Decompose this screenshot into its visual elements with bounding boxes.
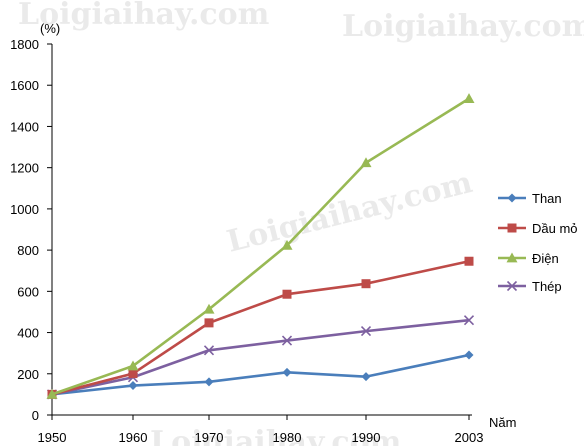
x-axis-ticks: 1950 1960 1970 1980 1990 2003 — [38, 415, 484, 445]
x-tick-label: 1960 — [119, 430, 148, 445]
legend-item: Thép — [498, 279, 562, 294]
series-line — [51, 353, 470, 396]
data-point — [361, 279, 371, 289]
series-line — [51, 259, 470, 396]
data-point — [128, 369, 138, 379]
watermark-text: Loigiaihay.com — [150, 425, 402, 446]
data-point — [46, 388, 58, 399]
data-point — [282, 289, 292, 299]
legend-label: Điện — [532, 251, 559, 266]
y-tick-label: 800 — [17, 243, 39, 258]
watermark-text: Loigiaihay.com — [342, 9, 584, 44]
watermark-text: Loigiaihay.com — [18, 0, 270, 32]
y-tick-label: 0 — [32, 408, 39, 423]
y-tick-label: 600 — [17, 284, 39, 299]
data-point — [464, 350, 474, 360]
data-point — [281, 335, 293, 346]
data-point-stroke — [203, 345, 215, 356]
data-point — [463, 93, 475, 104]
legend: Than Dầu mỏ Điện Thép — [498, 191, 578, 294]
data-point — [464, 256, 474, 266]
series-layer — [46, 93, 475, 400]
x-tick-label: 1990 — [352, 430, 381, 445]
watermark-layer: Loigiaihay.com Loigiaihay.com Loigiaihay… — [18, 0, 584, 446]
data-point — [281, 239, 293, 250]
y-tick-label: 200 — [17, 367, 39, 382]
series-1 — [47, 256, 474, 399]
data-point — [360, 326, 372, 337]
y-tick-label: 1400 — [10, 119, 39, 134]
data-point — [127, 360, 139, 371]
x-tick-label: 1980 — [273, 430, 302, 445]
data-point — [507, 223, 517, 233]
data-point — [204, 377, 214, 387]
x-axis-label: Năm — [489, 415, 516, 430]
data-point — [463, 315, 475, 326]
series-3 — [46, 315, 475, 400]
data-point — [203, 303, 215, 314]
series-2 — [46, 93, 475, 399]
data-point — [361, 372, 371, 382]
legend-item: Điện — [498, 251, 559, 266]
data-point — [203, 345, 215, 356]
data-point-stroke — [506, 280, 518, 292]
data-point — [282, 367, 292, 377]
data-point — [128, 381, 138, 391]
y-tick-label: 1200 — [10, 161, 39, 176]
data-point — [506, 280, 518, 292]
x-tick-label: 1970 — [195, 430, 224, 445]
x-tick-label: 2003 — [455, 430, 484, 445]
legend-item: Than — [498, 191, 562, 206]
data-point — [204, 318, 214, 328]
data-point — [507, 193, 517, 203]
data-point-stroke — [360, 326, 372, 337]
y-tick-label: 400 — [17, 326, 39, 341]
series-line — [51, 97, 470, 396]
data-point-stroke — [463, 315, 475, 326]
y-tick-label: 1800 — [10, 37, 39, 52]
y-axis-label: (%) — [40, 21, 60, 36]
x-tick-label: 1950 — [38, 430, 67, 445]
y-tick-label: 1000 — [10, 202, 39, 217]
data-point — [360, 157, 372, 168]
y-tick-label: 1600 — [10, 78, 39, 93]
legend-label: Dầu mỏ — [532, 221, 578, 236]
data-point — [506, 252, 518, 263]
legend-label: Than — [532, 191, 562, 206]
legend-label: Thép — [532, 279, 562, 294]
series-line — [51, 318, 470, 396]
y-axis-ticks: 0 200 400 600 800 1000 1200 1400 1600 1800 — [10, 37, 52, 423]
data-point-stroke — [281, 335, 293, 346]
legend-item: Dầu mỏ — [498, 221, 578, 236]
